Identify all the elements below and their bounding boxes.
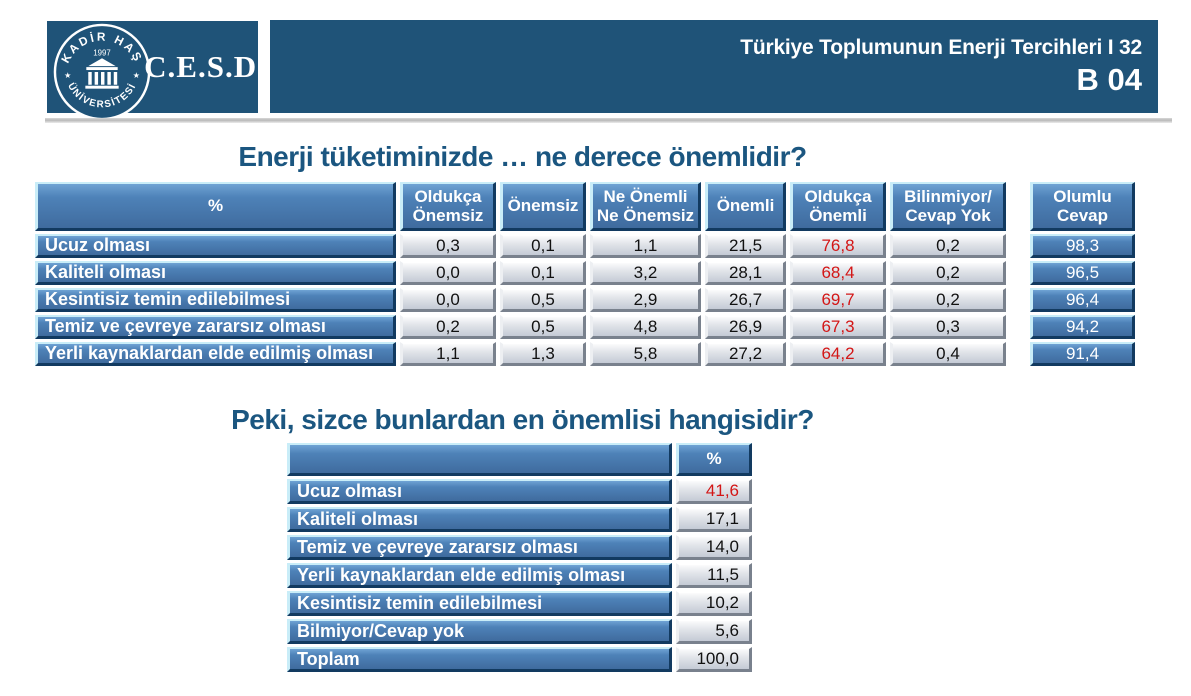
row-label: Kaliteli olması (35, 261, 396, 285)
university-building-icon (85, 58, 119, 89)
table-cell: 0,5 (500, 315, 586, 339)
svg-text:★: ★ (64, 71, 71, 80)
column-header: % (676, 443, 752, 476)
header-logo-box: KADİR HAŞ 1997 ★ ★ ÜNİVERSİTESİ C.E.S.D. (47, 21, 266, 121)
table-cell: 0,1 (500, 261, 586, 285)
row-label: Bilmiyor/Cevap yok (287, 619, 672, 644)
table-cell: 100,0 (676, 647, 752, 672)
row-label: Toplam (287, 647, 672, 672)
table-cell-highlight: 41,6 (676, 479, 752, 504)
table-cell: 26,9 (705, 315, 786, 339)
table-cell: 0,3 (890, 315, 1006, 339)
column-header: Bilinmiyor/ Cevap Yok (890, 182, 1006, 231)
table-cell: 5,8 (590, 342, 701, 366)
table-cell: 4,8 (590, 315, 701, 339)
row-label: Kesintisiz temin edilebilmesi (35, 288, 396, 312)
most-important-table: % Ucuz olması 41,6 Kaliteli olması 17,1 … (287, 443, 752, 672)
table-cell: 0,2 (890, 261, 1006, 285)
column-header: % (35, 182, 396, 231)
question1-title: Enerji tüketiminizde … ne derece önemlid… (238, 141, 807, 172)
table-cell: 2,9 (590, 288, 701, 312)
table-cell: 0,0 (400, 288, 496, 312)
table-cell: 0,2 (890, 288, 1006, 312)
row-label: Temiz ve çevreye zararsız olması (35, 315, 396, 339)
header-title-box: Türkiye Toplumunun Enerji Tercihleri I 3… (270, 20, 1158, 113)
svg-text:★: ★ (133, 71, 140, 80)
table-cell: 96,4 (1030, 288, 1135, 312)
importance-table: % Oldukça Önemsiz Önemsiz Ne Önemli Ne Ö… (35, 182, 1006, 366)
empty-header-cell (287, 443, 672, 476)
table-cell: 26,7 (705, 288, 786, 312)
table-cell: 0,5 (500, 288, 586, 312)
row-label: Yerli kaynaklardan elde edilmiş olması (35, 342, 396, 366)
table-cell: 27,2 (705, 342, 786, 366)
table-cell: 17,1 (676, 507, 752, 532)
olumlu-cevap-table: Olumlu Cevap 98,3 96,5 96,4 94,2 91,4 (1030, 182, 1135, 366)
column-header: Oldukça Önemsiz (400, 182, 496, 231)
table-cell: 0,2 (890, 234, 1006, 258)
table-cell: 0,3 (400, 234, 496, 258)
column-header: Oldukça Önemli (790, 182, 886, 231)
column-header: Ne Önemli Ne Önemsiz (590, 182, 701, 231)
org-name: C.E.S.D. (144, 49, 266, 84)
table-cell: 0,2 (400, 315, 496, 339)
table-cell-highlight: 64,2 (790, 342, 886, 366)
row-label: Kesintisiz temin edilebilmesi (287, 591, 672, 616)
table-cell: 10,2 (676, 591, 752, 616)
table-cell: 28,1 (705, 261, 786, 285)
table-cell: 0,4 (890, 342, 1006, 366)
table-cell: 0,0 (400, 261, 496, 285)
page-code: B 04 (1076, 61, 1142, 97)
column-header: Önemli (705, 182, 786, 231)
table-cell: 14,0 (676, 535, 752, 560)
table-cell: 91,4 (1030, 342, 1135, 366)
row-label: Ucuz olması (287, 479, 672, 504)
table-cell-highlight: 69,7 (790, 288, 886, 312)
table-cell: 0,1 (500, 234, 586, 258)
table-cell: 1,1 (590, 234, 701, 258)
divider-rule (45, 118, 1172, 123)
table-cell: 11,5 (676, 563, 752, 588)
table-cell: 3,2 (590, 261, 701, 285)
university-seal-icon: KADİR HAŞ 1997 ★ ★ ÜNİVERSİTESİ (53, 23, 151, 121)
table-cell: 98,3 (1030, 234, 1135, 258)
table-cell-highlight: 76,8 (790, 234, 886, 258)
table-cell-highlight: 67,3 (790, 315, 886, 339)
row-label: Ucuz olması (35, 234, 396, 258)
table-cell: 96,5 (1030, 261, 1135, 285)
row-label: Kaliteli olması (287, 507, 672, 532)
table-cell: 94,2 (1030, 315, 1135, 339)
column-header: Olumlu Cevap (1030, 182, 1135, 231)
column-header: Önemsiz (500, 182, 586, 231)
question2-title: Peki, sizce bunlardan en önemlisi hangis… (231, 404, 814, 435)
table-cell: 1,1 (400, 342, 496, 366)
table-cell: 1,3 (500, 342, 586, 366)
svg-text:1997: 1997 (93, 48, 110, 57)
table-cell: 21,5 (705, 234, 786, 258)
row-label: Yerli kaynaklardan elde edilmiş olması (287, 563, 672, 588)
table-cell-highlight: 68,4 (790, 261, 886, 285)
row-label: Temiz ve çevreye zararsız olması (287, 535, 672, 560)
report-title: Türkiye Toplumunun Enerji Tercihleri I 3… (740, 35, 1142, 59)
table-cell: 5,6 (676, 619, 752, 644)
